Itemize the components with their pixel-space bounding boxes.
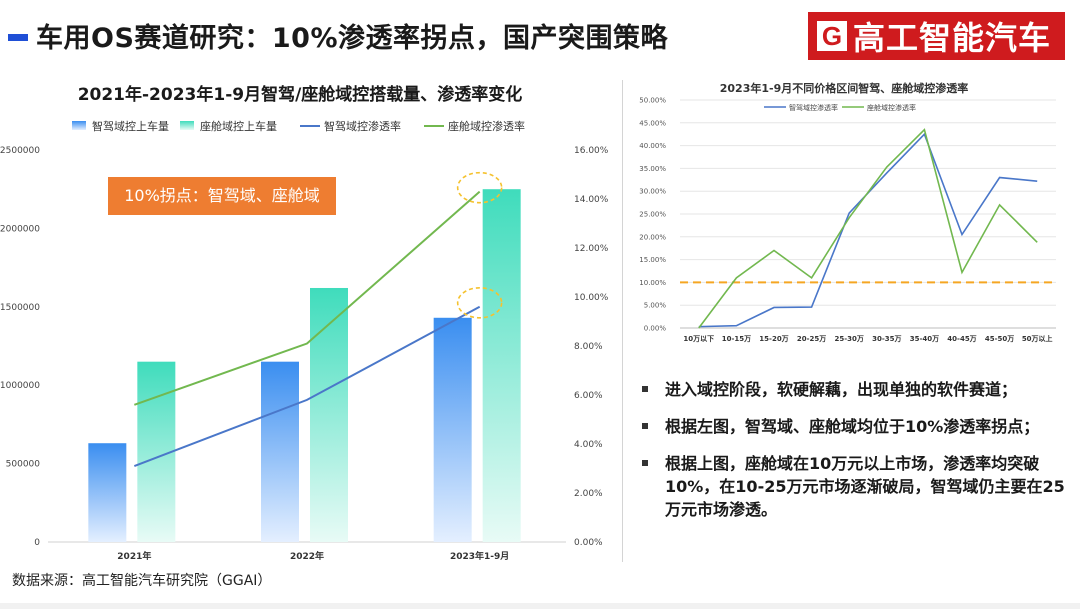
source-note: 数据来源：高工智能汽车研究院（GGAI） (12, 573, 272, 589)
line-cockpit-rate (133, 190, 481, 406)
x-tick-label: 40-45万 (947, 335, 976, 343)
legend-label: 智驾域控渗透率 (324, 119, 401, 133)
y-tick-label: 35.00% (639, 165, 666, 173)
left-chart-title: 2021年-2023年1-9月智驾/座舱域控搭载量、渗透率变化 (77, 85, 523, 105)
y-tick-label: 45.00% (639, 119, 666, 127)
y-tick-label: 5.00% (644, 302, 667, 310)
line-adas-rate (133, 305, 481, 467)
x-tick-label: 50万以上 (1022, 334, 1053, 343)
x-tick-label: 25-30万 (835, 335, 864, 343)
y-tick-label: 2500000 (0, 146, 40, 156)
bullet-item: 根据上图，座舱域在10万元以上市场，渗透率均突破10%，在10-25万元市场逐渐… (640, 452, 1076, 521)
y-tick-label: 50.00% (639, 97, 666, 105)
bar-cockpit (482, 189, 521, 542)
x-tick-label: 45-50万 (985, 335, 1014, 343)
y2-tick-label: 2.00% (574, 489, 603, 499)
x-tick-label: 2023年1-9月 (450, 550, 509, 562)
y-tick-label: 30.00% (639, 188, 666, 196)
bullet-square-icon (642, 423, 648, 429)
left-legend: 智驾域控上车量 座舱域控上车量 智驾域控渗透率 座舱域控渗透率 (72, 119, 525, 133)
title-accent-bar (8, 34, 28, 41)
legend-label: 智驾域控上车量 (92, 119, 169, 133)
y-tick-label: 25.00% (639, 211, 666, 219)
x-tick-label: 10-15万 (722, 335, 751, 343)
x-tick-label: 20-25万 (797, 335, 826, 343)
bullet-item: 进入域控阶段，软硬解藕，出现单独的软件赛道； (640, 378, 1076, 401)
right-chart-title: 2023年1-9月不同价格区间智驾、座舱域控渗透率 (720, 81, 969, 95)
y2-tick-label: 12.00% (574, 244, 609, 254)
brand-logo: G 高工智能汽车 (808, 12, 1065, 60)
y-tick-label: 10.00% (639, 279, 666, 287)
legend-label: 座舱域控上车量 (200, 119, 277, 133)
x-tick-label: 35-40万 (910, 335, 939, 343)
bullet-list: 进入域控阶段，软硬解藕，出现单独的软件赛道； 根据左图，智驾域、座舱域均位于10… (640, 378, 1076, 535)
y2-tick-label: 0.00% (574, 538, 603, 548)
line-cockpit-rate (698, 128, 1038, 329)
y2-tick-label: 16.00% (574, 146, 609, 156)
bar-adas (433, 317, 472, 542)
y-tick-label: 15.00% (639, 256, 666, 264)
bar-adas (88, 443, 127, 542)
legend-label: 智驾域控渗透率 (789, 103, 838, 112)
legend-label: 座舱域控渗透率 (867, 103, 916, 112)
right-legend: 智驾域控渗透率 座舱域控渗透率 (764, 103, 916, 112)
x-tick-label: 15-20万 (759, 335, 788, 343)
y-tick-label: 0 (34, 538, 40, 548)
bullet-square-icon (642, 460, 648, 466)
y-tick-label: 20.00% (639, 233, 666, 241)
y-tick-label: 1500000 (0, 303, 40, 313)
y-tick-label: 40.00% (639, 142, 666, 150)
y-tick-label: 0.00% (644, 325, 667, 333)
line-adas-rate (698, 132, 1038, 328)
legend-label: 座舱域控渗透率 (448, 119, 525, 133)
bar-adas (261, 361, 299, 542)
bottom-rule (0, 603, 1080, 609)
x-tick-label: 30-35万 (872, 335, 901, 343)
logo-g-icon: G (817, 21, 847, 51)
y-tick-label: 500000 (6, 460, 41, 470)
y2-tick-label: 14.00% (574, 195, 609, 205)
bullet-item: 根据左图，智驾域、座舱域均位于10%渗透率拐点； (640, 415, 1076, 438)
y-tick-label: 2000000 (0, 224, 40, 234)
left-chart: 智驾域控上车量 座舱域控上车量 智驾域控渗透率 座舱域控渗透率 0 500000 10000… (0, 119, 609, 562)
y2-tick-label: 6.00% (574, 391, 603, 401)
bullet-square-icon (642, 386, 648, 392)
x-tick-label: 2022年 (290, 550, 324, 562)
x-tick-label: 10万以下 (683, 335, 714, 343)
annotation-box: 10%拐点：智驾域、座舱域 (108, 177, 336, 215)
x-tick-label: 2021年 (117, 550, 151, 562)
page-title: 车用OS赛道研究：10%渗透率拐点，国产突围策略 (36, 23, 669, 54)
panel-divider (622, 80, 623, 562)
y2-tick-label: 10.00% (574, 293, 609, 303)
legend-swatch (72, 121, 86, 130)
bar-cockpit (310, 287, 348, 542)
legend-swatch (180, 121, 194, 130)
y2-tick-label: 4.00% (574, 440, 603, 450)
y2-tick-label: 8.00% (574, 342, 603, 352)
logo-text: 高工智能汽车 (853, 19, 1052, 57)
y-tick-label: 1000000 (0, 381, 40, 391)
